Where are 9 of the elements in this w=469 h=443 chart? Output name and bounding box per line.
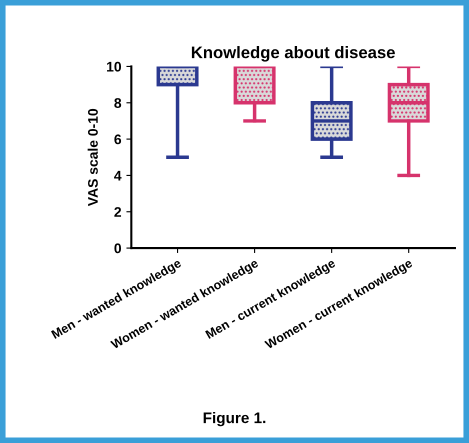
y-tick-label: 6: [114, 134, 122, 144]
y-tick-label: 2: [114, 207, 122, 217]
y-tick-label: 4: [114, 170, 122, 180]
chart-title: Knowledge about disease: [192, 46, 395, 62]
y-axis-title: VAS scale 0-10: [88, 108, 98, 206]
caption: Figure 1.: [204, 412, 266, 426]
y-tick-label: 0: [114, 243, 122, 254]
y-tick-label: 10: [107, 62, 122, 72]
y-tick-label: 8: [114, 98, 122, 108]
